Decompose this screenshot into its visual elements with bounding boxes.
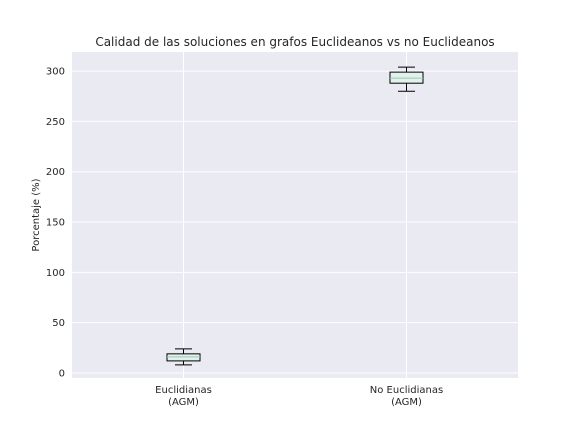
x-tick-label: No Euclidianas [370,385,443,396]
y-tick-label: 150 [46,218,65,229]
x-tick-label: Euclidianas [155,385,212,396]
y-tick-label: 300 [46,67,65,78]
plot-area [72,52,518,378]
x-tick-labels: Euclidianas(AGM)No Euclidianas(AGM) [155,385,443,408]
box [166,348,201,366]
box-body [389,71,424,84]
grid-lines [72,52,518,378]
boxes [166,66,424,366]
box [389,66,424,92]
chart-title: Calidad de las soluciones en grafos Eucl… [95,35,494,49]
y-tick-label: 250 [46,117,65,128]
y-tick-label: 50 [52,318,65,329]
y-tick-label: 100 [46,268,65,279]
y-tick-label: 200 [46,167,65,178]
x-tick-label: (AGM) [391,397,422,408]
x-tick-label: (AGM) [168,397,199,408]
box-body [166,353,201,362]
y-tick-labels: 0 50 100 150 200 250 300 [46,67,65,380]
y-tick-label: 0 [59,368,65,379]
y-axis-label: Porcentaje (%) [31,178,42,251]
